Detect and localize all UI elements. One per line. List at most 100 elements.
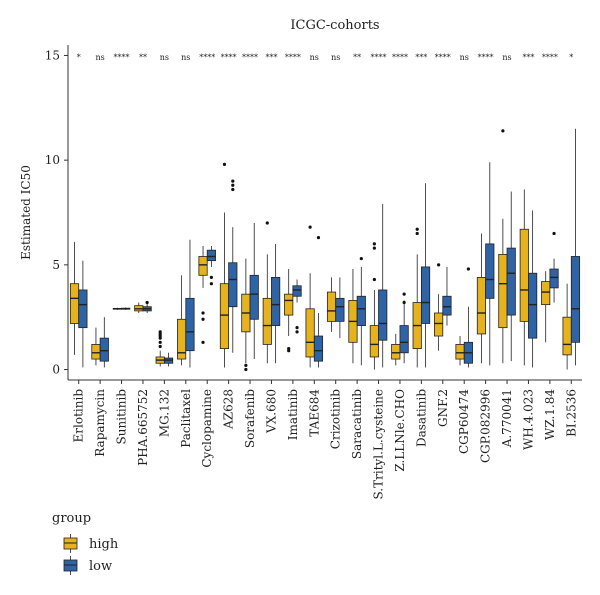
box-body	[228, 262, 238, 308]
box-high	[391, 333, 401, 366]
box-body	[399, 325, 409, 354]
box-high	[284, 269, 294, 353]
box-high	[541, 271, 551, 343]
outlier-point	[158, 330, 162, 334]
significance-label: ****	[435, 53, 451, 62]
box-low	[292, 279, 302, 334]
box-body	[198, 256, 208, 276]
box-body	[305, 308, 315, 358]
box-low	[378, 204, 388, 368]
outlier-point	[552, 231, 556, 236]
box-low	[228, 179, 238, 353]
box-body	[442, 295, 452, 316]
outlier-point	[359, 256, 363, 261]
significance-label: ***	[265, 53, 277, 62]
significance-label: ****	[371, 53, 387, 62]
outlier-point	[295, 326, 299, 330]
significance-label: ns	[95, 53, 104, 62]
outlier-point	[287, 346, 291, 351]
category-label: AZ628	[222, 389, 236, 430]
box-body	[434, 312, 444, 337]
box-low	[271, 243, 281, 364]
category-label: Rapamycin	[93, 389, 107, 457]
box-low	[528, 210, 538, 368]
box-high	[455, 336, 465, 366]
category-label: A.770041	[500, 389, 514, 448]
box-high	[112, 307, 122, 310]
box-body	[455, 344, 465, 360]
outlier-point	[158, 340, 162, 344]
box-low	[99, 317, 109, 368]
outlier-point	[231, 179, 235, 183]
category-label: CGP60474	[457, 389, 471, 454]
outlier-point	[316, 236, 321, 240]
category-label: Imatinib	[286, 389, 300, 441]
box-low	[142, 300, 152, 313]
outlier-point	[145, 300, 149, 305]
box-low	[121, 307, 131, 310]
box-body	[249, 274, 259, 320]
category-label: TAE684	[307, 389, 321, 437]
y-axis: 0 5 10 15	[45, 45, 69, 380]
box-low	[442, 266, 452, 326]
box-body	[420, 266, 431, 324]
box-body	[378, 289, 388, 341]
box-body	[99, 337, 109, 362]
y-tick-label: 5	[52, 258, 60, 272]
box-body	[485, 243, 495, 299]
outlier-point	[244, 367, 248, 372]
box-high	[476, 233, 487, 364]
box-high	[69, 241, 80, 355]
box-body	[284, 293, 294, 316]
outlier-point	[244, 363, 248, 367]
box-low	[249, 222, 259, 360]
box-high	[519, 189, 529, 366]
significance-label: ****	[478, 53, 494, 62]
box-low	[570, 128, 581, 366]
box-low	[185, 239, 195, 368]
box-body	[262, 297, 272, 345]
legend-title: group	[52, 511, 91, 526]
category-label: GNF.2	[436, 389, 450, 427]
outlier-point	[415, 231, 419, 236]
box-high	[305, 225, 315, 368]
box-body	[313, 335, 324, 362]
outlier-point	[402, 300, 406, 305]
box-low	[399, 292, 409, 364]
legend: group high low	[52, 511, 119, 575]
box-body	[185, 297, 195, 352]
category-label: Cyclopamine	[200, 389, 214, 468]
significance-label: ****	[199, 53, 215, 62]
outlier-point	[501, 129, 505, 133]
outlier-point	[466, 267, 470, 271]
box-body	[498, 253, 508, 329]
box-body	[549, 268, 559, 289]
significance-label: ns	[160, 53, 169, 62]
box-low	[420, 183, 431, 368]
box-low	[335, 277, 345, 339]
chart-title: ICGC-cohorts	[290, 18, 379, 33]
category-label: Saracatinib	[350, 389, 364, 459]
plot-area: * ns **** ** ns ns **** **** **** *** **** ns ns ** **…	[69, 53, 581, 372]
box-high	[434, 263, 444, 351]
box-body	[476, 277, 487, 335]
box-high	[348, 269, 358, 364]
box-high	[134, 302, 144, 313]
box-body	[356, 295, 366, 326]
significance-label: *	[77, 53, 81, 62]
significance-label: ****	[242, 53, 258, 62]
box-body	[335, 297, 345, 322]
box-body	[78, 289, 88, 329]
category-label: MG.132	[157, 389, 171, 437]
outlier-point	[201, 317, 205, 321]
box-high	[326, 277, 337, 332]
outlier-point	[231, 187, 235, 192]
y-tick-label: 15	[45, 48, 60, 62]
box-body	[369, 325, 379, 358]
box-high	[198, 246, 208, 344]
category-label: S.Trityl.L.cysteine	[372, 389, 386, 499]
significance-label: **	[139, 53, 147, 62]
significance-label: ns	[181, 53, 190, 62]
category-label: Crizotinib	[329, 389, 343, 450]
significance-label: ns	[460, 53, 469, 62]
